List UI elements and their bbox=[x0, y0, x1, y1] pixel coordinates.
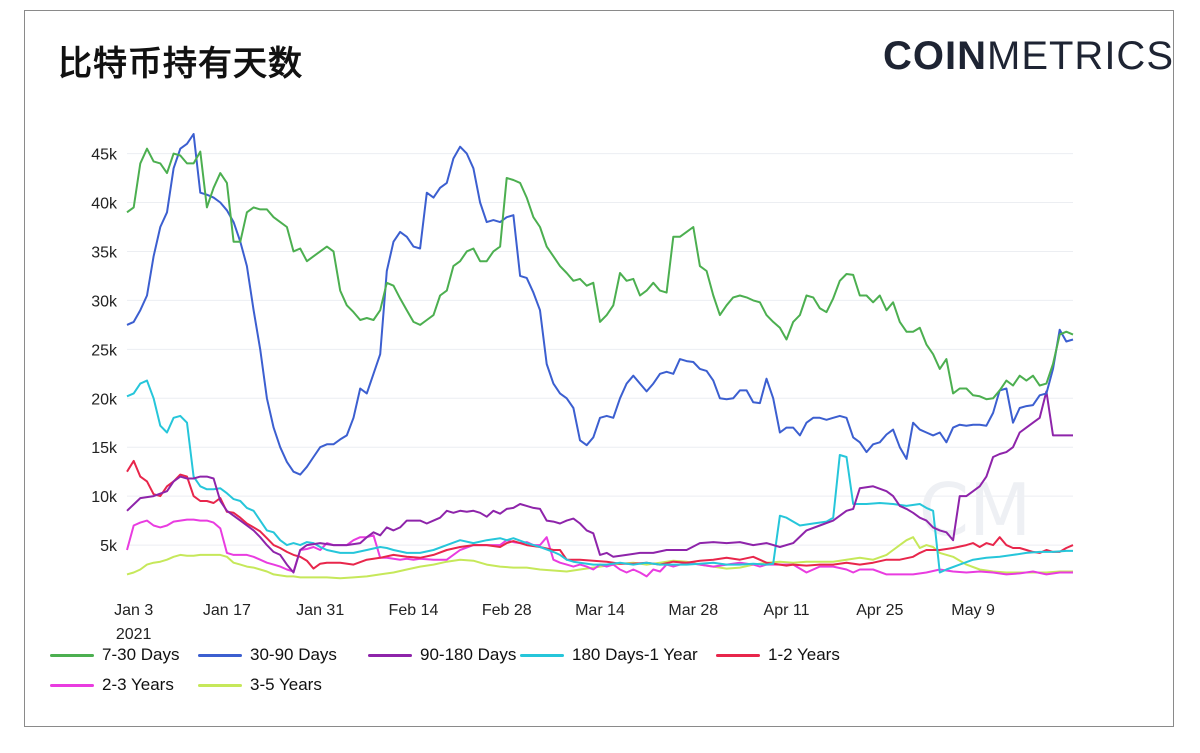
grid-lines bbox=[127, 153, 1073, 546]
y-tick-label: 20k bbox=[91, 391, 118, 408]
legend-label: 180 Days-1 Year bbox=[572, 645, 698, 664]
brand-logo: COINMETRICS bbox=[883, 34, 1174, 79]
x-tick-label: Apr 25 bbox=[856, 602, 903, 619]
brand-logo-light: METRICS bbox=[987, 34, 1174, 78]
x-tick-sublabel: 2021 bbox=[116, 626, 152, 643]
legend-label: 3-5 Years bbox=[250, 675, 322, 694]
legend-label: 90-180 Days bbox=[420, 645, 517, 664]
series-line-180-days-1-year bbox=[126, 379, 1073, 574]
chart-title: 比特币持有天数 bbox=[58, 44, 303, 84]
legend-item[interactable]: 90-180 Days bbox=[368, 645, 516, 665]
y-tick-label: 30k bbox=[91, 293, 118, 310]
y-tick-label: 5k bbox=[100, 538, 118, 555]
x-tick-label: Jan 17 bbox=[203, 602, 251, 619]
legend-swatch bbox=[50, 653, 94, 657]
series-line-3-5-years bbox=[126, 536, 1073, 580]
legend-item[interactable]: 1-2 Years bbox=[716, 645, 840, 665]
series-line-1-2-years bbox=[126, 459, 1074, 570]
legend-swatch bbox=[198, 683, 242, 687]
legend-item[interactable]: 180 Days-1 Year bbox=[520, 645, 698, 665]
x-tick-label: Apr 11 bbox=[764, 602, 810, 619]
x-tick-label: Jan 31 bbox=[296, 602, 344, 619]
legend-swatch bbox=[198, 653, 242, 657]
x-tick-label: Jan 3 bbox=[114, 602, 153, 619]
legend-label: 30-90 Days bbox=[250, 645, 337, 664]
x-axis-ticks: Jan 3 2021 Jan 17 Jan 31 Feb 14 Feb 28 Mar 14 M… bbox=[114, 602, 995, 643]
legend-item[interactable]: 3-5 Years bbox=[198, 675, 322, 695]
brand-logo-bold: COIN bbox=[883, 34, 987, 78]
series-line-7-30-days bbox=[126, 147, 1074, 401]
series-line-90-180-days bbox=[126, 390, 1073, 574]
x-tick-label: Mar 28 bbox=[668, 602, 718, 619]
x-tick-label: May 9 bbox=[951, 602, 995, 619]
series-line-30-90-days bbox=[126, 133, 1074, 476]
y-tick-label: 10k bbox=[91, 489, 118, 506]
chart-frame bbox=[24, 10, 1174, 727]
legend-swatch bbox=[50, 683, 94, 687]
y-axis-ticks: 5k 10k 15k 20k 25k 30k 35k 40k 45k bbox=[91, 147, 118, 555]
watermark: CM bbox=[919, 468, 1031, 552]
legend-swatch bbox=[520, 653, 564, 657]
legend-label: 2-3 Years bbox=[102, 675, 174, 694]
legend-item[interactable]: 2-3 Years bbox=[50, 675, 174, 695]
x-tick-label: Mar 14 bbox=[575, 602, 625, 619]
y-tick-label: 15k bbox=[91, 440, 118, 457]
legend-item[interactable]: 7-30 Days bbox=[50, 645, 179, 665]
y-tick-label: 40k bbox=[91, 196, 118, 213]
legend-label: 1-2 Years bbox=[768, 645, 840, 664]
legend-swatch bbox=[716, 653, 760, 657]
y-tick-label: 45k bbox=[91, 147, 118, 164]
y-tick-label: 25k bbox=[91, 342, 118, 359]
series-lines bbox=[126, 133, 1074, 580]
legend-swatch bbox=[368, 653, 412, 657]
x-tick-label: Feb 14 bbox=[389, 602, 439, 619]
y-tick-label: 35k bbox=[91, 244, 118, 261]
x-tick-label: Feb 28 bbox=[482, 602, 532, 619]
legend-item[interactable]: 30-90 Days bbox=[198, 645, 337, 665]
legend-label: 7-30 Days bbox=[102, 645, 180, 664]
